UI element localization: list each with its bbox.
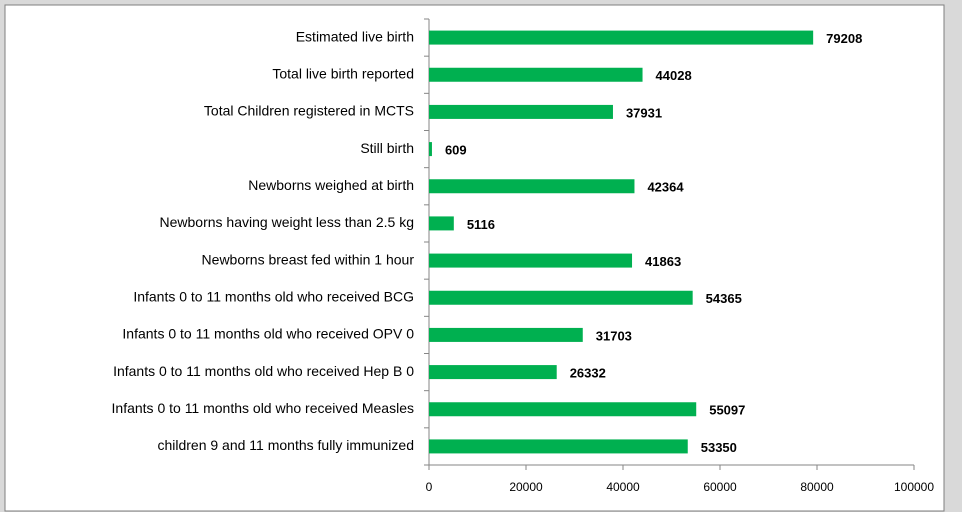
x-tick-label: 40000	[606, 480, 640, 494]
x-tick-label: 100000	[894, 480, 934, 494]
bar	[429, 67, 643, 82]
value-label: 54365	[706, 291, 742, 306]
x-tick-label: 0	[426, 480, 433, 494]
bar	[429, 253, 633, 268]
y-tick-label: Total Children registered in MCTS	[204, 103, 414, 119]
bar	[429, 290, 693, 305]
y-tick-label: Newborns breast fed within 1 hour	[202, 251, 415, 267]
value-label: 41863	[645, 254, 681, 269]
value-label: 609	[445, 143, 467, 158]
y-tick-label: Estimated live birth	[296, 28, 414, 44]
y-tick-label: Infants 0 to 11 months old who received …	[113, 363, 414, 379]
x-tick-label: 20000	[509, 480, 543, 494]
bar	[429, 327, 583, 342]
y-tick-label: Newborns weighed at birth	[248, 177, 414, 193]
y-tick-label: Infants 0 to 11 months old who received …	[122, 326, 414, 342]
y-tick-label: Total live birth reported	[272, 65, 414, 81]
y-tick-label: Newborns having weight less than 2.5 kg	[160, 214, 414, 230]
value-label: 31703	[596, 328, 632, 343]
x-tick-label: 80000	[800, 480, 834, 494]
bar	[429, 439, 688, 454]
y-tick-label: Infants 0 to 11 months old who received …	[112, 400, 414, 416]
bar	[429, 142, 432, 157]
value-label: 5116	[467, 217, 495, 232]
bar	[429, 216, 454, 231]
bar	[429, 104, 613, 119]
value-label: 42364	[647, 180, 684, 195]
y-tick-label: children 9 and 11 months fully immunized	[157, 437, 414, 453]
value-label: 55097	[709, 403, 745, 418]
value-label: 79208	[826, 31, 862, 46]
bar	[429, 365, 557, 380]
bar	[429, 179, 635, 194]
value-label: 44028	[656, 68, 692, 83]
bar	[429, 30, 814, 45]
x-tick-label: 60000	[703, 480, 737, 494]
value-label: 37931	[626, 105, 662, 120]
value-label: 26332	[570, 366, 606, 381]
value-label: 53350	[701, 440, 737, 455]
y-tick-label: Infants 0 to 11 months old who received …	[133, 288, 414, 304]
y-tick-label: Still birth	[360, 140, 414, 156]
bar	[429, 402, 697, 417]
